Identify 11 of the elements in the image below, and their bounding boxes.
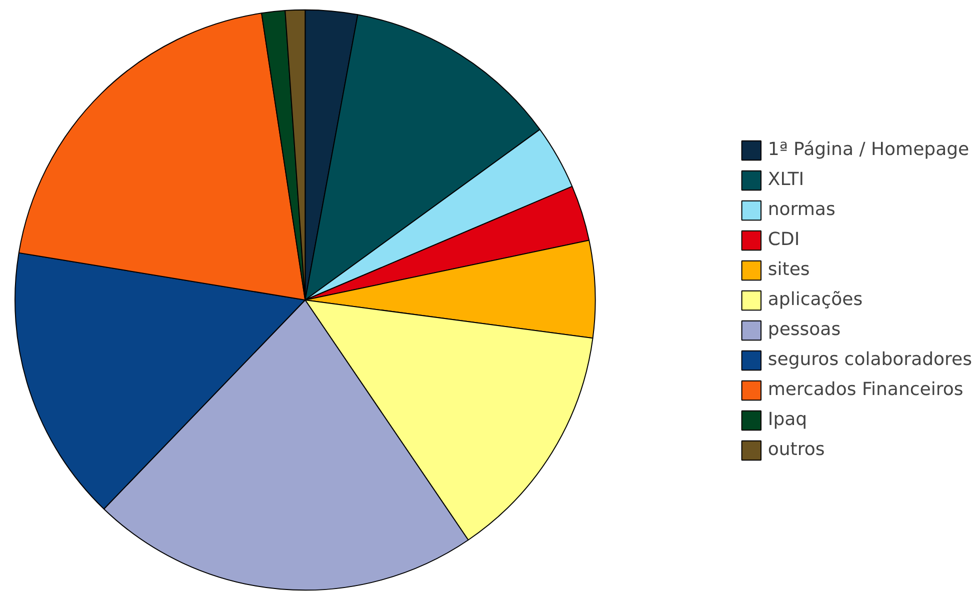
legend-label: aplicações	[768, 288, 863, 312]
legend-label: normas	[768, 198, 836, 222]
legend-label: CDI	[768, 228, 800, 252]
legend-label: 1ª Página / Homepage	[768, 138, 970, 162]
legend-label: pessoas	[768, 318, 841, 342]
legend-label: Ipaq	[768, 408, 808, 432]
legend-label: outros	[768, 438, 825, 462]
legend-label: sites	[768, 258, 810, 282]
legend-label: mercados Financeiros	[768, 378, 964, 402]
legend-label: seguros colaboradores	[768, 348, 972, 372]
legend-label: XLTI	[768, 168, 804, 192]
